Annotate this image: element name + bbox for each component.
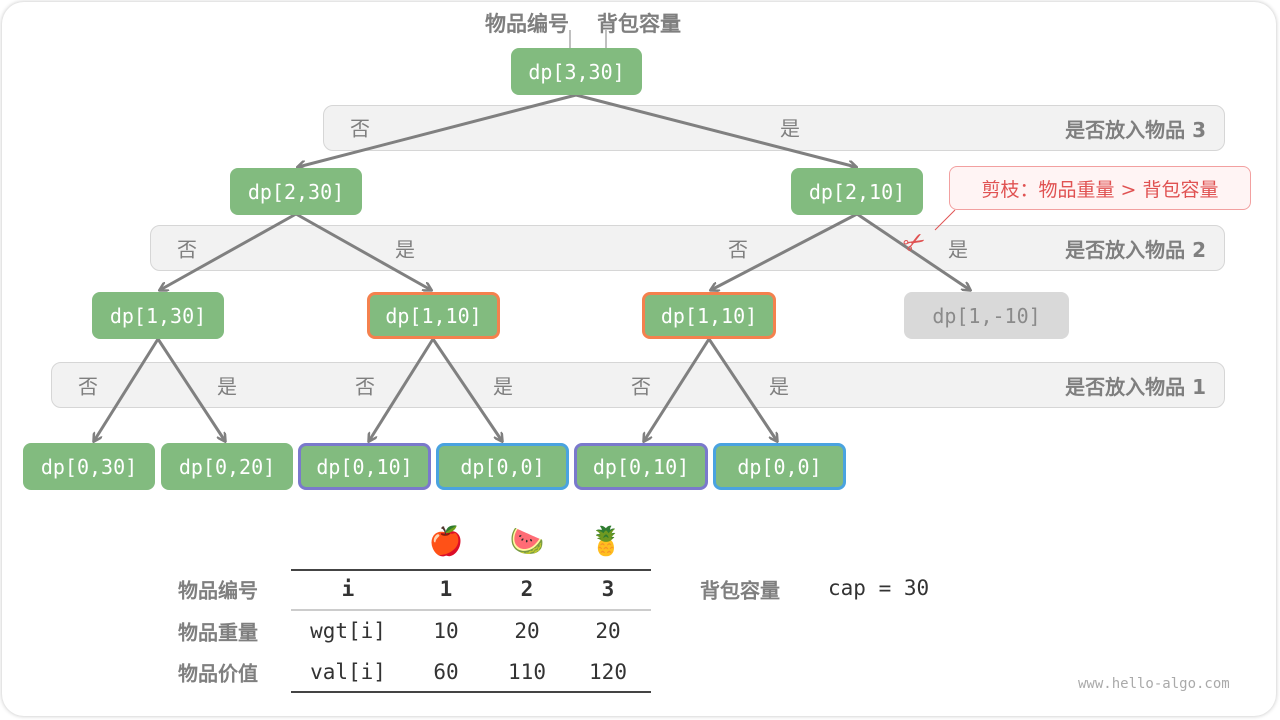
edge [644,338,711,441]
watermark: www.hello-algo.com [1078,676,1230,692]
edge [156,338,225,441]
no-label: 否 [78,374,98,399]
capacity-label: 背包容量 [700,578,780,603]
tree-node-repeated: dp[0,10] [574,443,708,490]
tree-node-repeated: dp[0,0] [436,443,569,490]
tree-node: dp[1,30] [92,292,224,339]
tree-node: dp[2,30] [230,168,362,215]
pineapple-icon: 🍍 [588,524,624,558]
yes-label: 是 [780,116,800,141]
band-title: 是否放入物品 3 [1065,117,1206,142]
tree-node-root: dp[3,30] [511,48,642,95]
band-title: 是否放入物品 1 [1065,374,1206,399]
edge [711,212,858,290]
yes-label: 是 [493,374,513,399]
edge [575,93,856,167]
tree-node-pruned: dp[1,-10] [904,292,1069,339]
table-cell: 2 [520,577,534,601]
table-cell: 60 [433,660,459,684]
tree-node-repeated: dp[1,10] [642,292,776,339]
no-label: 否 [355,374,375,399]
capacity-value: cap = 30 [828,576,930,600]
decision-band-item-1: 是否放入物品 1 [51,362,1225,408]
edge [707,338,777,441]
yes-label: 是 [395,237,415,262]
tree-node-repeated: dp[0,10] [298,443,431,490]
capacity-index-label: 背包容量 [597,12,681,36]
table-rule-mid [291,609,651,611]
edge [856,212,970,290]
band-title: 是否放入物品 2 [1065,237,1206,262]
yes-label: 是 [948,237,968,262]
tree-node: dp[0,30] [23,443,155,490]
row-label: 物品重量 [178,620,258,645]
no-label: 否 [177,237,197,262]
watermelon-icon: 🍉 [509,524,545,558]
tree-node: dp[0,20] [161,443,293,490]
table-cell: wgt[i] [310,619,386,643]
item-index-label: 物品编号 [485,12,569,36]
table-rule-top [291,569,651,571]
tree-node: dp[2,10] [791,168,923,215]
edge [369,338,435,441]
table-cell: 120 [589,660,627,684]
table-cell: val[i] [310,660,386,684]
edge [298,93,577,167]
decision-band-item-3: 是否放入物品 3 [323,105,1225,151]
edge [94,338,160,441]
table-cell: 20 [595,619,621,643]
table-rule-bottom [291,691,651,693]
apple-icon: 🍎 [428,524,464,558]
row-label: 物品价值 [178,661,258,686]
edge [160,212,297,290]
yes-label: 是 [217,374,237,399]
table-cell: 3 [601,577,615,601]
edge [295,212,431,290]
table-cell: 110 [508,660,546,684]
no-label: 否 [350,116,370,141]
table-cell: 1 [439,577,453,601]
table-cell: i [341,577,355,601]
row-label: 物品编号 [178,578,258,603]
yes-label: 是 [769,374,789,399]
edge [431,338,502,441]
table-cell: 10 [433,619,459,643]
pruning-callout: 剪枝：物品重量 > 背包容量 [949,166,1251,210]
table-cell: 20 [514,619,540,643]
tree-node-repeated: dp[0,0] [713,443,846,490]
tree-node-repeated: dp[1,10] [367,292,500,339]
no-label: 否 [728,237,748,262]
no-label: 否 [631,374,651,399]
